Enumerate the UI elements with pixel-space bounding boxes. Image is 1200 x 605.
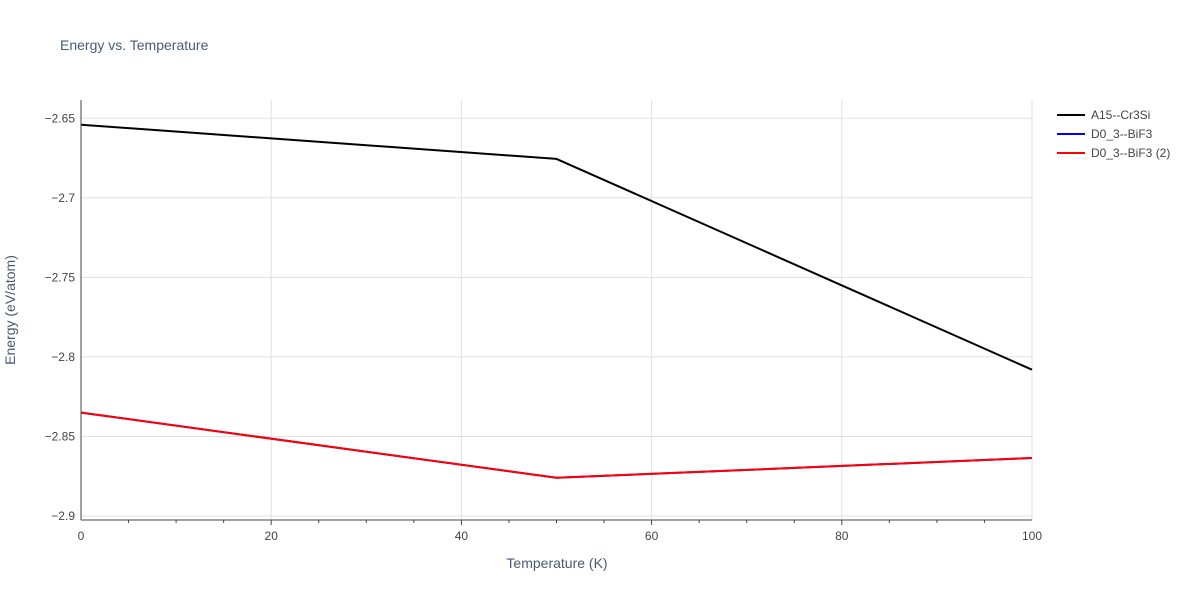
grid-layer (81, 100, 1033, 520)
y-tick-label: −2.85 (45, 429, 76, 443)
x-tick-label: 20 (265, 529, 279, 543)
x-tick-label: 60 (645, 529, 659, 543)
legend-label-2: D0_3--BiF3 (2) (1091, 146, 1170, 160)
y-axis-label: Energy (eV/atom) (2, 255, 18, 365)
x-tick-label: 0 (78, 529, 85, 543)
legend-label-1: D0_3--BiF3 (1091, 127, 1153, 141)
x-axis-label: Temperature (K) (506, 555, 607, 571)
x-tick-label: 40 (455, 529, 469, 543)
legend-label-0: A15--Cr3Si (1091, 108, 1150, 122)
y-tick-label: −2.9 (51, 509, 75, 523)
y-tick-label: −2.8 (51, 350, 75, 364)
y-tick-label: −2.7 (51, 191, 75, 205)
legend: A15--Cr3Si D0_3--BiF3 D0_3--BiF3 (2) (1057, 108, 1170, 160)
axis-layer: 0 20 40 60 80 100 −2.65 −2.7 −2.75 −2.8 −2.85 −2.9 (45, 100, 1042, 543)
y-tick-label: −2.65 (45, 111, 76, 125)
y-tick-label: −2.75 (45, 270, 76, 284)
series-line-1 (80, 411, 1033, 479)
series-line-2 (80, 411, 1033, 479)
x-tick-label: 80 (835, 529, 849, 543)
series-layer (80, 123, 1033, 479)
x-tick-label: 100 (1022, 529, 1042, 543)
chart-title: Energy vs. Temperature (60, 37, 209, 53)
series-line-0 (80, 123, 1033, 371)
